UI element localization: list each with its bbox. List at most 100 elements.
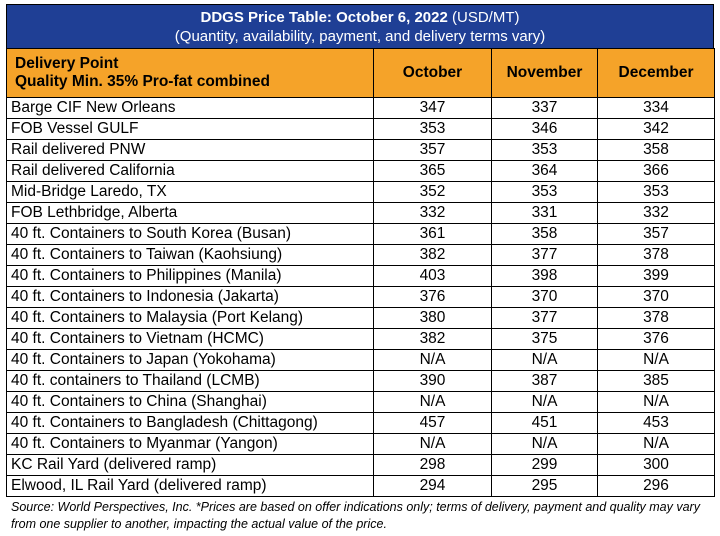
table-row: 40 ft. Containers to Japan (Yokohama) N/A… (6, 349, 715, 371)
table-row: 40 ft. Containers to Bangladesh (Chittag… (6, 412, 715, 434)
december-price-cell: 357 (597, 223, 715, 245)
delivery-point-cell: 40 ft. Containers to Philippines (Manila… (6, 265, 374, 287)
table-row: 40 ft. Containers to China (Shanghai) N/A… (6, 391, 715, 413)
october-price-cell: 382 (373, 328, 492, 350)
november-price-cell: 295 (491, 475, 598, 497)
november-price-cell: 370 (491, 286, 598, 308)
november-price-cell: 398 (491, 265, 598, 287)
delivery-point-cell: 40 ft. Containers to Bangladesh (Chittag… (6, 412, 374, 434)
header-delivery-point: Delivery Point Quality Min. 35% Pro-fat … (6, 48, 374, 98)
delivery-point-cell: Rail delivered California (6, 160, 374, 182)
october-price-cell: 380 (373, 307, 492, 329)
october-price-cell: N/A (373, 391, 492, 413)
november-price-cell: 451 (491, 412, 598, 434)
october-price-cell: 294 (373, 475, 492, 497)
october-price-cell: 353 (373, 118, 492, 140)
november-price-cell: N/A (491, 349, 598, 371)
delivery-point-cell: 40 ft. containers to Thailand (LCMB) (6, 370, 374, 392)
december-price-cell: 453 (597, 412, 715, 434)
november-price-cell: 377 (491, 307, 598, 329)
table-row: Rail delivered PNW 357 353 358 (6, 139, 715, 161)
november-price-cell: 337 (491, 97, 598, 119)
table-row: 40 ft. Containers to South Korea (Busan)… (6, 223, 715, 245)
table-row: Barge CIF New Orleans 347 337 334 (6, 97, 715, 119)
november-price-cell: 346 (491, 118, 598, 140)
header-delivery-point-label: Delivery Point (15, 55, 119, 72)
delivery-point-cell: 40 ft. Containers to China (Shanghai) (6, 391, 374, 413)
october-price-cell: 352 (373, 181, 492, 203)
price-table: Delivery Point Quality Min. 35% Pro-fat … (6, 48, 715, 497)
december-price-cell: 378 (597, 307, 715, 329)
december-price-cell: N/A (597, 391, 715, 413)
delivery-point-cell: Rail delivered PNW (6, 139, 374, 161)
delivery-point-cell: KC Rail Yard (delivered ramp) (6, 454, 374, 476)
october-price-cell: 403 (373, 265, 492, 287)
october-price-cell: 347 (373, 97, 492, 119)
table-title-banner: DDGS Price Table: October 6, 2022 (USD/M… (6, 4, 714, 48)
november-price-cell: 364 (491, 160, 598, 182)
november-price-cell: N/A (491, 433, 598, 455)
delivery-point-cell: 40 ft. Containers to Indonesia (Jakarta) (6, 286, 374, 308)
december-price-cell: 399 (597, 265, 715, 287)
table-row: 40 ft. Containers to Taiwan (Kaohsiung) 3… (6, 244, 715, 266)
table-title: DDGS Price Table: October 6, 2022 (USD/M… (7, 8, 713, 27)
december-price-cell: 385 (597, 370, 715, 392)
table-row: FOB Lethbridge, Alberta 332 331 332 (6, 202, 715, 224)
november-price-cell: 331 (491, 202, 598, 224)
december-price-cell: 376 (597, 328, 715, 350)
october-price-cell: 457 (373, 412, 492, 434)
table-row: 40 ft. Containers to Philippines (Manila… (6, 265, 715, 287)
november-price-cell: 377 (491, 244, 598, 266)
delivery-point-cell: FOB Vessel GULF (6, 118, 374, 140)
header-december: December (597, 48, 715, 98)
delivery-point-cell: 40 ft. Containers to Myanmar (Yangon) (6, 433, 374, 455)
december-price-cell: 366 (597, 160, 715, 182)
november-price-cell: 353 (491, 181, 598, 203)
table-row: KC Rail Yard (delivered ramp) 298 299 300 (6, 454, 715, 476)
delivery-point-cell: 40 ft. Containers to Malaysia (Port Kela… (6, 307, 374, 329)
table-row: 40 ft. Containers to Malaysia (Port Kela… (6, 307, 715, 329)
table-row: 40 ft. Containers to Indonesia (Jakarta)… (6, 286, 715, 308)
table-row: FOB Vessel GULF 353 346 342 (6, 118, 715, 140)
october-price-cell: 376 (373, 286, 492, 308)
delivery-point-cell: 40 ft. Containers to Japan (Yokohama) (6, 349, 374, 371)
october-price-cell: 365 (373, 160, 492, 182)
price-table-container: DDGS Price Table: October 6, 2022 (USD/M… (6, 4, 715, 533)
october-price-cell: 332 (373, 202, 492, 224)
december-price-cell: N/A (597, 349, 715, 371)
december-price-cell: 300 (597, 454, 715, 476)
december-price-cell: 353 (597, 181, 715, 203)
table-row: Elwood, IL Rail Yard (delivered ramp) 294… (6, 475, 715, 497)
header-november: November (491, 48, 598, 98)
header-quality-label: Quality Min. 35% Pro-fat combined (15, 73, 270, 90)
december-price-cell: 334 (597, 97, 715, 119)
october-price-cell: 298 (373, 454, 492, 476)
december-price-cell: N/A (597, 433, 715, 455)
delivery-point-cell: Barge CIF New Orleans (6, 97, 374, 119)
delivery-point-cell: Elwood, IL Rail Yard (delivered ramp) (6, 475, 374, 497)
december-price-cell: 370 (597, 286, 715, 308)
table-row: 40 ft. Containers to Vietnam (HCMC) 382 37… (6, 328, 715, 350)
delivery-point-cell: 40 ft. Containers to Vietnam (HCMC) (6, 328, 374, 350)
december-price-cell: 378 (597, 244, 715, 266)
table-row: 40 ft. Containers to Myanmar (Yangon) N/A… (6, 433, 715, 455)
october-price-cell: 382 (373, 244, 492, 266)
october-price-cell: 357 (373, 139, 492, 161)
december-price-cell: 358 (597, 139, 715, 161)
october-price-cell: N/A (373, 349, 492, 371)
november-price-cell: N/A (491, 391, 598, 413)
source-footnote: Source: World Perspectives, Inc. *Prices… (11, 500, 700, 531)
october-price-cell: 361 (373, 223, 492, 245)
november-price-cell: 375 (491, 328, 598, 350)
delivery-point-cell: 40 ft. Containers to South Korea (Busan) (6, 223, 374, 245)
october-price-cell: N/A (373, 433, 492, 455)
december-price-cell: 296 (597, 475, 715, 497)
november-price-cell: 387 (491, 370, 598, 392)
delivery-point-cell: Mid-Bridge Laredo, TX (6, 181, 374, 203)
header-october: October (373, 48, 492, 98)
november-price-cell: 353 (491, 139, 598, 161)
table-row: Rail delivered California 365 364 366 (6, 160, 715, 182)
table-subtitle: (Quantity, availability, payment, and de… (174, 28, 546, 45)
december-price-cell: 332 (597, 202, 715, 224)
table-row: 40 ft. containers to Thailand (LCMB) 390 3… (6, 370, 715, 392)
